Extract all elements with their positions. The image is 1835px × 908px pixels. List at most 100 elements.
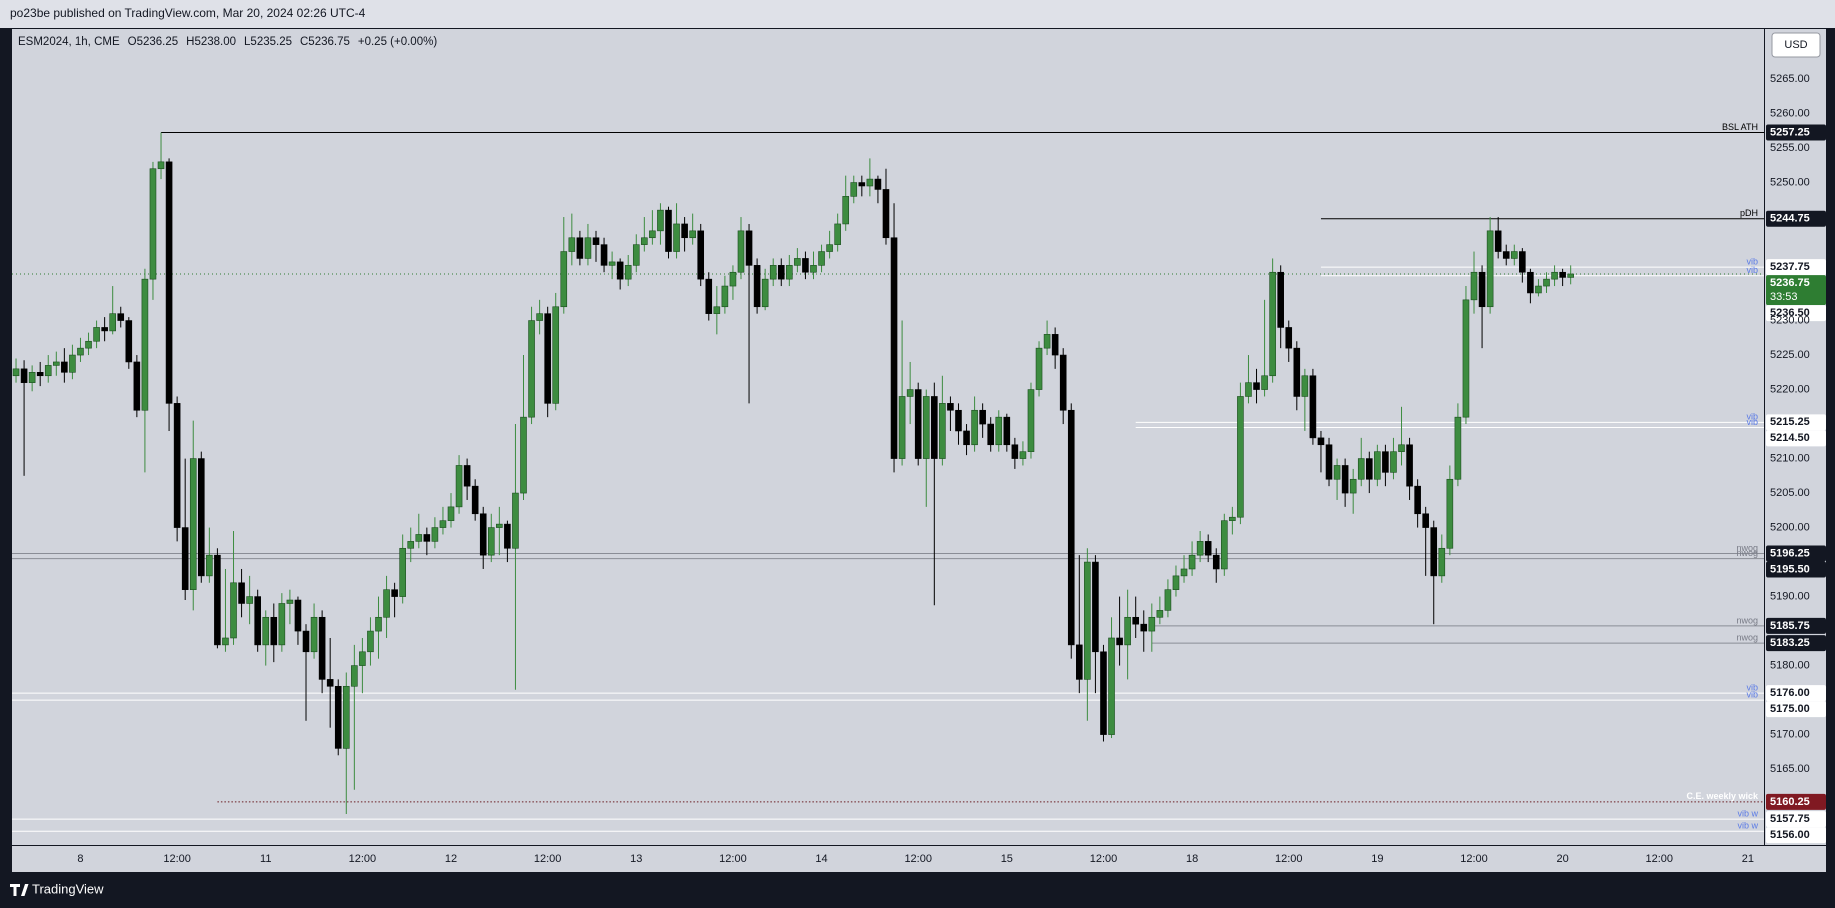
candle-body — [689, 230, 696, 239]
candle-body — [1454, 416, 1462, 480]
x-tick-label: 12:00 — [1646, 853, 1674, 865]
candle-body — [890, 237, 898, 459]
candle-body — [1019, 451, 1027, 459]
candle-body — [1398, 444, 1405, 452]
candle-body — [149, 168, 157, 280]
price-badge-label: 5175.00 — [1770, 703, 1810, 715]
candle-body — [1510, 251, 1518, 259]
currency-label[interactable]: USD — [1784, 39, 1807, 51]
y-tick-label: 5255.00 — [1770, 142, 1810, 154]
price-badge-label: 5156.00 — [1770, 829, 1810, 841]
level-label: vib w — [1737, 821, 1758, 831]
candle-body — [882, 189, 890, 239]
candle-body — [1156, 610, 1164, 618]
brand-name: TradingView — [32, 881, 104, 896]
x-tick-label: 13 — [630, 853, 642, 865]
y-tick-label: 5250.00 — [1770, 176, 1810, 188]
price-badge — [1766, 827, 1826, 844]
candle-body — [1301, 375, 1309, 397]
candle-body — [1108, 637, 1115, 735]
candle-body — [1567, 273, 1574, 278]
candle-body — [214, 554, 221, 646]
candle-body — [254, 596, 261, 646]
candle-body — [745, 230, 753, 266]
currency-button[interactable] — [1771, 32, 1821, 58]
candle-body — [1140, 623, 1148, 632]
candle-body — [1486, 230, 1494, 308]
candle-body — [1027, 389, 1035, 452]
candle-body — [786, 265, 793, 280]
candle-body — [842, 196, 850, 225]
candle-body — [560, 251, 568, 308]
candle-body — [922, 396, 930, 459]
candle-body — [1124, 616, 1131, 646]
candle-body — [109, 313, 116, 332]
candle-body — [36, 372, 44, 377]
candle-body — [334, 685, 342, 749]
candle-body — [1462, 299, 1470, 418]
y-tick-label: 5230.00 — [1770, 314, 1810, 326]
level-label: nwog — [1736, 543, 1758, 553]
candle-body — [1035, 347, 1043, 390]
candle-body — [753, 265, 761, 308]
candle-body — [931, 396, 938, 459]
candle-body — [939, 403, 946, 459]
candle-body — [173, 403, 181, 528]
candle-body — [802, 258, 809, 273]
price-badge-label: 5176.00 — [1770, 687, 1810, 699]
candle-body — [1164, 589, 1172, 611]
candle-body — [20, 368, 28, 383]
x-tick-label: 12:00 — [1460, 853, 1488, 865]
candle-body — [624, 265, 632, 280]
candle-body — [761, 278, 769, 308]
candle-body — [576, 237, 584, 259]
candle-body — [1003, 416, 1011, 446]
candle-body — [238, 582, 245, 604]
candle-body — [1011, 444, 1019, 459]
y-tick-label: 5265.00 — [1770, 73, 1810, 85]
level-label: vib — [1746, 683, 1758, 693]
price-badge-label: 5214.50 — [1770, 432, 1810, 444]
price-badge-label: 5160.25 — [1770, 796, 1810, 808]
price-badge — [1766, 430, 1826, 447]
price-badge — [1766, 305, 1826, 322]
candle-body — [1551, 271, 1558, 280]
candle-body — [1277, 271, 1284, 328]
candle-body — [125, 320, 133, 363]
candle-body — [1092, 561, 1099, 653]
candle-body — [1470, 271, 1478, 301]
candle-body — [1059, 354, 1067, 411]
x-tick-label: 18 — [1186, 853, 1198, 865]
time-axis — [12, 846, 1826, 872]
candle-body — [28, 372, 36, 383]
candle-body — [673, 223, 680, 252]
candle-body — [1237, 396, 1244, 518]
candle-body — [1349, 478, 1357, 494]
candle-body — [1261, 375, 1268, 390]
candle-body — [77, 347, 84, 356]
candle-body — [61, 361, 68, 373]
candle-body — [995, 416, 1003, 446]
candle-body — [133, 361, 141, 411]
candle-body — [850, 182, 858, 197]
level-label: pDH — [1740, 208, 1758, 218]
price-badge-label: 5257.25 — [1770, 126, 1810, 138]
price-badge-label: 5195.50 — [1770, 563, 1810, 575]
candle-body — [189, 458, 197, 590]
candle-body — [1172, 575, 1180, 590]
candle-body — [1325, 444, 1333, 480]
candle-body — [1502, 251, 1510, 259]
badges: 5257.25 5244.75 5237.75 5236.75 33:53 5236.50… — [1766, 124, 1826, 844]
legend-high: H5238.00 — [186, 36, 236, 48]
candle-body — [455, 465, 463, 508]
price-badge — [1766, 414, 1826, 431]
x-tick-label: 12:00 — [534, 853, 562, 865]
candle-body — [415, 534, 423, 542]
y-tick-label: 5225.00 — [1770, 349, 1810, 361]
price-badge — [1766, 561, 1826, 578]
candle-body — [262, 616, 270, 646]
candle-body — [818, 251, 825, 266]
candle-body — [117, 313, 125, 321]
price-badge-label: 5236.75 — [1770, 277, 1810, 289]
